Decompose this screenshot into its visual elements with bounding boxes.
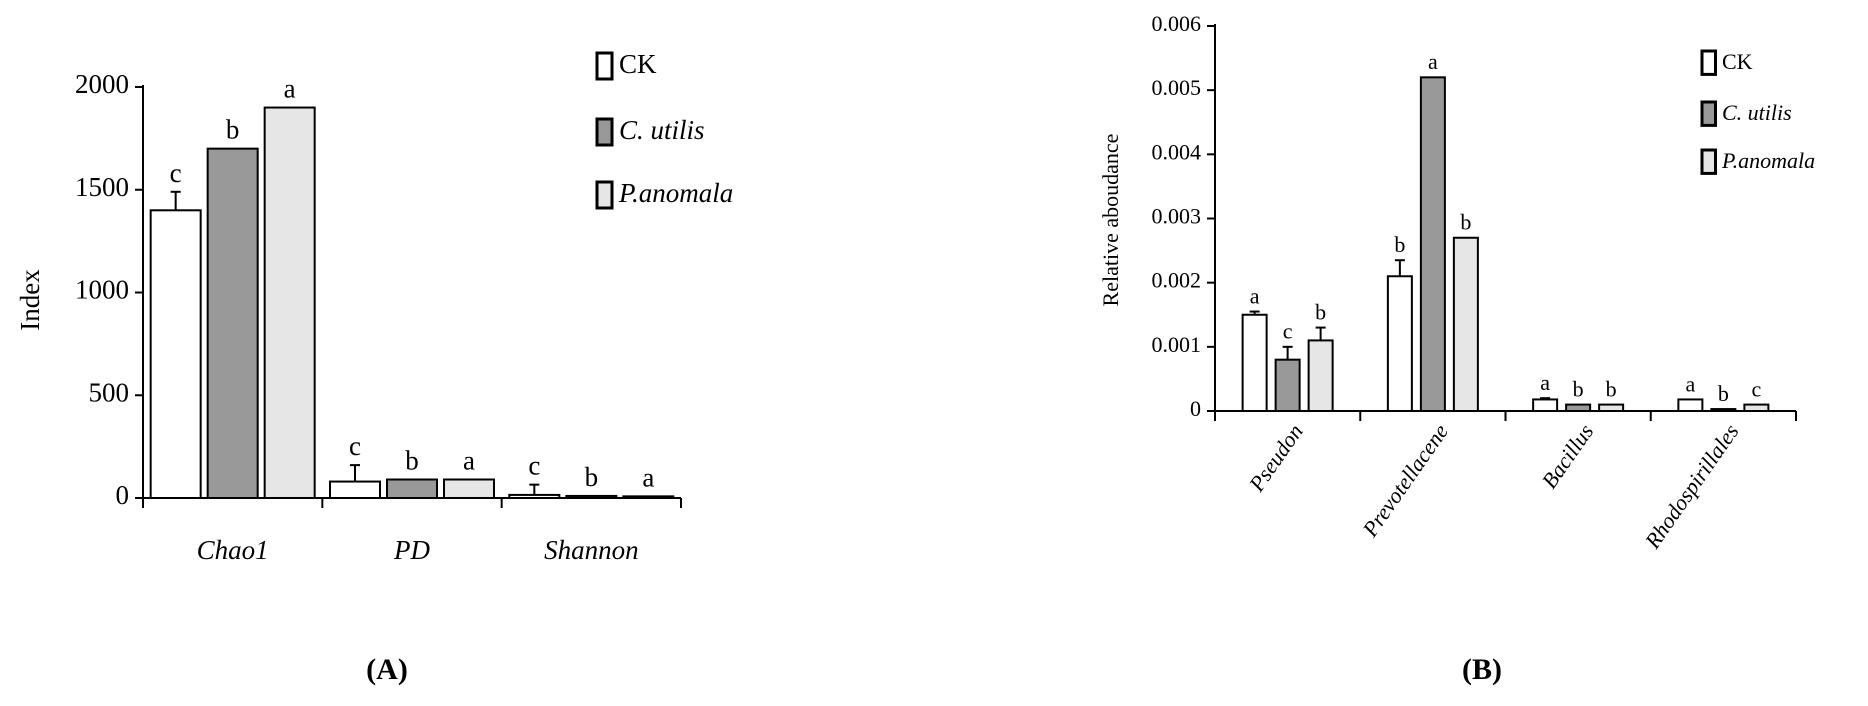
significance-label: a — [284, 74, 296, 104]
x-tick-label: Pseudon — [1243, 419, 1308, 496]
legend-swatch — [595, 180, 614, 210]
y-tick-label: 0 — [1190, 396, 1201, 421]
bar — [1386, 275, 1413, 412]
bar — [1419, 76, 1446, 412]
significance-label: c — [170, 158, 182, 188]
bar — [1598, 403, 1625, 413]
significance-label: a — [1428, 49, 1438, 74]
legend-label: P.anomala — [618, 178, 733, 208]
significance-label: b — [405, 446, 419, 476]
significance-label: c — [1751, 376, 1761, 401]
significance-label: a — [642, 462, 654, 492]
legend-swatch — [1700, 100, 1717, 127]
significance-label: b — [1606, 376, 1617, 401]
bar — [1532, 398, 1559, 413]
bar — [565, 494, 618, 500]
significance-label: a — [1685, 371, 1695, 396]
bar — [1241, 313, 1268, 412]
significance-label: b — [226, 115, 240, 145]
x-tick-label: Prevotellacene — [1357, 419, 1453, 542]
y-tick-label: 1000 — [75, 275, 129, 305]
bar — [1710, 408, 1737, 413]
y-tick-label: 500 — [89, 377, 130, 407]
bar — [329, 480, 381, 499]
y-axis-label: Index — [15, 269, 45, 331]
bar — [1307, 339, 1334, 412]
y-tick-label: 0.002 — [1152, 268, 1202, 293]
y-axis-label: Relative aboudance — [1098, 134, 1123, 307]
y-tick-label: 1500 — [75, 172, 129, 202]
significance-label: b — [1460, 210, 1471, 235]
significance-label: b — [1573, 376, 1584, 401]
legend-label: C. utilis — [1722, 100, 1792, 125]
significance-label: b — [585, 462, 599, 492]
x-tick-label: Bacillus — [1537, 419, 1599, 492]
bar — [263, 106, 316, 500]
legend-swatch — [595, 117, 614, 147]
bar — [443, 478, 495, 500]
legend-label: P.anomala — [1721, 148, 1815, 173]
significance-label: b — [1394, 232, 1405, 257]
y-tick-label: 2000 — [75, 69, 129, 99]
y-tick-label: 0 — [116, 480, 130, 510]
bar — [1565, 403, 1592, 413]
significance-label: b — [1315, 299, 1326, 324]
significance-label: a — [1540, 370, 1550, 395]
bar — [1274, 358, 1301, 412]
significance-label: c — [349, 431, 361, 461]
significance-label: c — [1283, 319, 1293, 344]
bar — [149, 209, 202, 500]
y-tick-label: 0.004 — [1152, 139, 1202, 164]
panel-label: (A) — [366, 653, 408, 686]
y-tick-label: 0.001 — [1152, 332, 1202, 357]
y-tick-label: 0.003 — [1152, 204, 1202, 229]
y-tick-label: 0.005 — [1152, 75, 1202, 100]
legend-label: C. utilis — [619, 115, 705, 145]
legend-label: CK — [1722, 49, 1753, 74]
significance-label: c — [528, 451, 540, 481]
bar — [1677, 398, 1704, 413]
bar — [622, 495, 675, 499]
panel-label: (B) — [1462, 653, 1502, 686]
bar — [386, 478, 438, 500]
legend-label: CK — [619, 49, 657, 79]
x-tick-label: Chao1 — [197, 535, 269, 565]
x-tick-label: Rhodospirillales — [1639, 419, 1743, 553]
bar — [206, 147, 259, 499]
legend-swatch — [595, 51, 614, 81]
bar — [1743, 403, 1770, 413]
legend-swatch — [1700, 49, 1717, 76]
significance-label: a — [463, 446, 475, 476]
x-tick-label: Shannon — [544, 535, 639, 565]
bar — [508, 493, 561, 500]
legend-swatch — [1700, 148, 1717, 175]
x-tick-label: PD — [393, 535, 430, 565]
y-tick-label: 0.006 — [1152, 11, 1202, 36]
bar — [1452, 236, 1479, 412]
significance-label: a — [1250, 283, 1260, 308]
significance-label: b — [1718, 381, 1729, 406]
